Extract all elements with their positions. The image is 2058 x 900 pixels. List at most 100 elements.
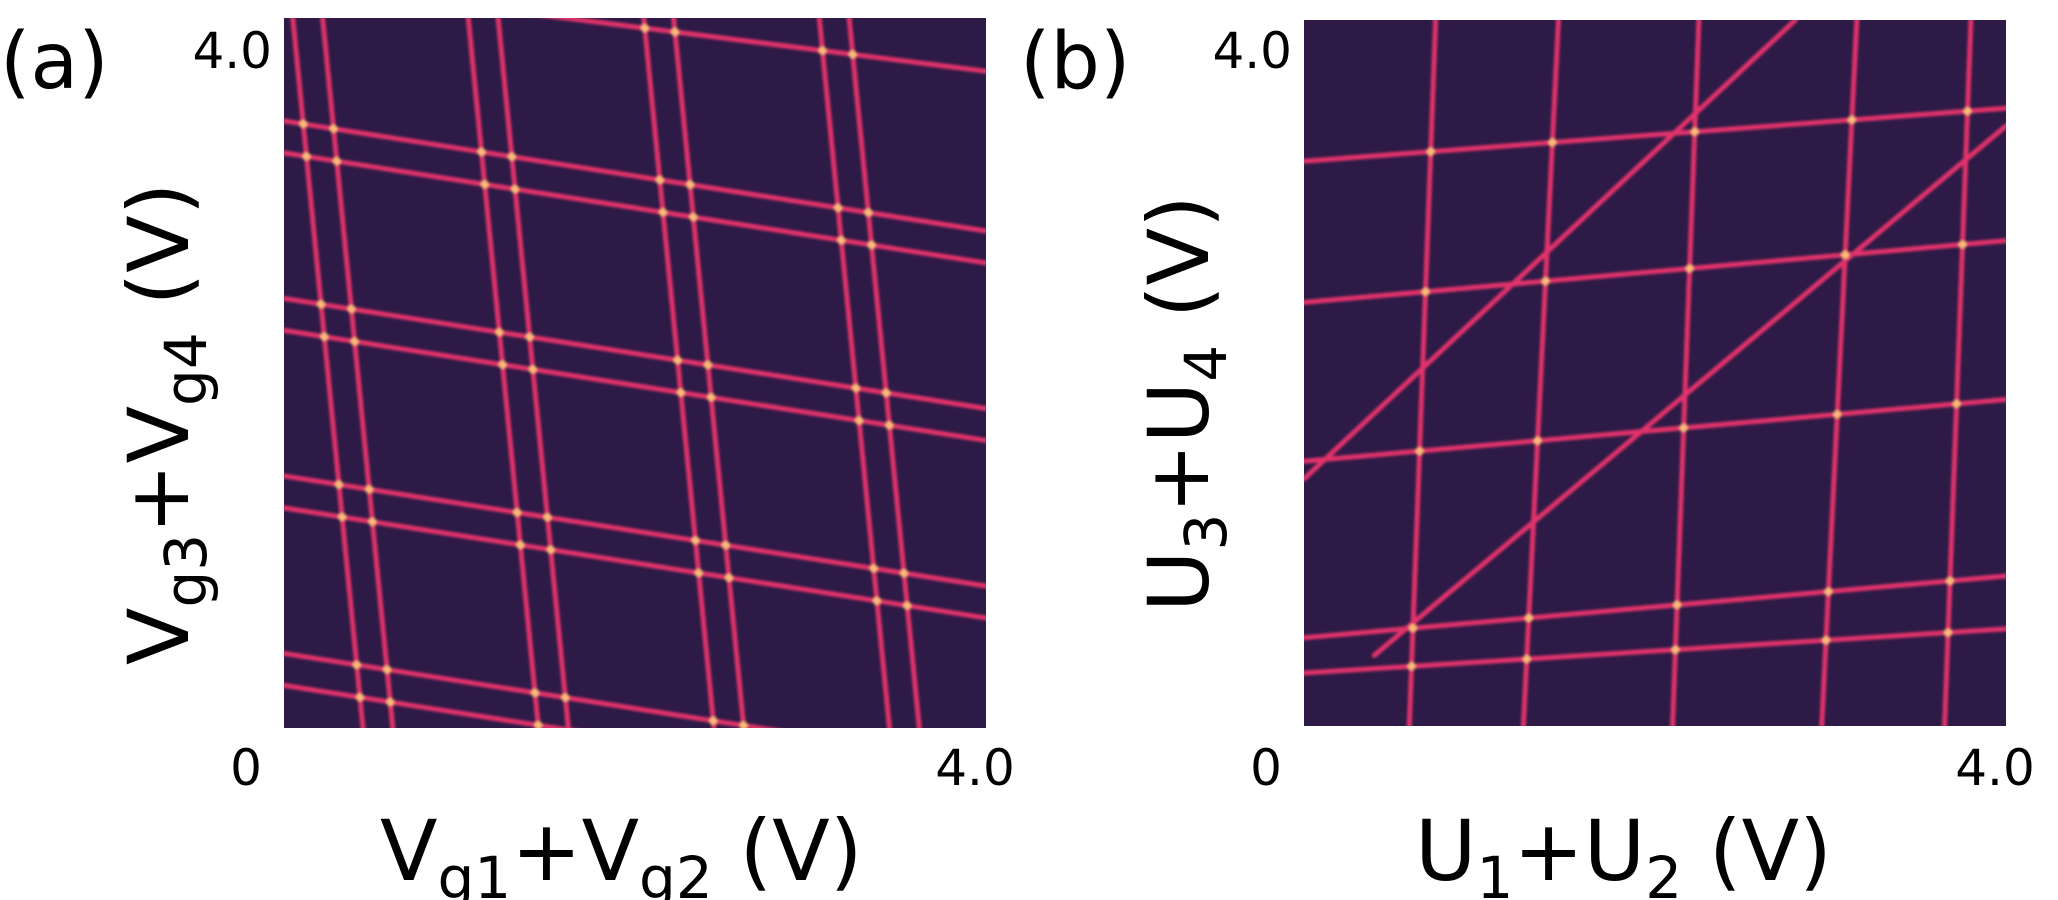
panel-a-crossing-22: [851, 384, 860, 393]
panel-a-crossing-53: [739, 721, 748, 728]
panel-b-vline-4: [1942, 20, 1974, 726]
panel-a-xlabel: Vg1+Vg2 (V): [380, 802, 862, 900]
panel-a-ylabel-mid: +V: [110, 406, 208, 534]
panel-a-crossing-20: [673, 356, 682, 365]
panel-a-crossing-42: [516, 540, 525, 549]
panel-b-ylabel-sub1: 3: [1172, 514, 1240, 551]
panel-b-crossing-12: [1679, 423, 1688, 432]
panel-b-crossing-1: [1548, 138, 1557, 147]
panel-a-crossing-33: [365, 485, 374, 494]
panel-a-crossing-52: [709, 716, 718, 725]
panel-a-ylabel-unit: (V): [110, 183, 208, 333]
panel-a-crossing-50: [530, 688, 539, 697]
panel-a-ylabel-sub1: g3: [152, 534, 220, 608]
panel-a-label: (a): [0, 17, 109, 107]
panel-a-crossing-18: [495, 328, 504, 337]
panel-b-vline-0: [1406, 20, 1439, 726]
panel-a-hline-5: [284, 505, 986, 621]
panel-a-vline-1: [320, 18, 396, 728]
panel-a-crossing-15: [867, 241, 876, 250]
panel-b-crossing-24: [1944, 628, 1953, 637]
panel-b-crossing-9: [1958, 240, 1967, 249]
panel-a-crossing-25: [350, 337, 359, 346]
panel-b-heatmap-background: [1304, 20, 2006, 726]
panel-b-crossing-23: [1821, 636, 1830, 645]
panel-a-crossing-59: [818, 46, 827, 55]
panel-b-hline-0: [1304, 105, 2006, 164]
panel-a-hline-3: [284, 327, 986, 443]
panel-b-ylabel-unit: (V): [1130, 195, 1228, 345]
panel-b-hline-3: [1304, 573, 2006, 641]
panel-a-vline-2: [465, 18, 541, 728]
panel-a-crossing-44: [694, 568, 703, 577]
panel-b-ytick-max: 4.0: [1212, 22, 1292, 80]
panel-a-crossing-8: [302, 152, 311, 161]
panel-a-crossing-41: [368, 517, 377, 526]
panel-a-crossing-14: [837, 236, 846, 245]
panel-b-crossing-19: [1945, 576, 1954, 585]
panel-a-crossing-21: [703, 360, 712, 369]
panel-a-crossing-35: [543, 513, 552, 522]
panel-a-crossing-30: [855, 416, 864, 425]
panel-a-ylabel: Vg3+Vg4 (V): [110, 183, 220, 665]
panel-b-crossing-13: [1833, 410, 1842, 419]
panel-a-hline-4: [284, 473, 986, 589]
panel-a-xlabel-mid: +V: [511, 802, 639, 900]
panel-b-crossing-17: [1673, 600, 1682, 609]
panel-a-ylabel-sub2: g4: [152, 332, 220, 406]
panel-a-xlabel-main: V: [380, 802, 437, 900]
panel-a-crossing-29: [707, 393, 716, 402]
panel-b-diag-0: [1371, 123, 2006, 658]
panel-a-crossing-1: [329, 124, 338, 133]
panel-b-crossing-7: [1685, 264, 1694, 273]
panel-a-crossing-2: [477, 147, 486, 156]
panel-b: (b) 4.0 0 4.0 U1+U2 (V) U3+U4 (V): [1020, 17, 2035, 900]
panel-b-crossing-3: [1847, 115, 1856, 124]
panel-b-crossing-2: [1690, 127, 1699, 136]
panel-a-crossing-31: [885, 421, 894, 430]
panel-b-xlabel-sub2: 2: [1645, 844, 1682, 900]
panel-a-crossing-46: [872, 596, 881, 605]
panel-a-crossing-7: [864, 208, 873, 217]
panel-a-crossing-55: [386, 698, 395, 707]
panel-a-ytick-max: 4.0: [192, 22, 272, 80]
panel-a-crossing-47: [903, 601, 912, 610]
panel-a-crossing-32: [334, 480, 343, 489]
panel-a-crossing-9: [332, 157, 341, 166]
panel-a-vline-7: [846, 18, 922, 728]
panel-b-xlabel-unit: (V): [1682, 802, 1832, 900]
panel-a-crossing-4: [655, 175, 664, 184]
panel-a-crossing-5: [686, 180, 695, 189]
panel-a-crossing-27: [528, 365, 537, 374]
panel-b-crossing-18: [1824, 587, 1833, 596]
panel-b-xlabel-sub1: 1: [1476, 844, 1513, 900]
panel-a-xlabel-unit: (V): [713, 802, 863, 900]
panel-a-crossing-23: [882, 388, 891, 397]
panel-a-crossing-3: [507, 152, 516, 161]
panel-b-crossing-10: [1415, 447, 1424, 456]
panel-b-crossing-14: [1952, 399, 1961, 408]
panel-a-crossing-54: [355, 693, 364, 702]
panel-b-crossing-6: [1541, 277, 1550, 286]
panel-b-ylabel: U3+U4 (V): [1130, 195, 1240, 612]
panel-a-crossing-49: [383, 665, 392, 674]
panel-b-label: (b): [1020, 17, 1130, 107]
panel-b-crossing-21: [1522, 655, 1531, 664]
panel-a-crossing-10: [480, 180, 489, 189]
panel-a-crossing-56: [534, 721, 543, 728]
panel-a-hline-6: [284, 650, 776, 728]
panel-a-xlabel-sub2: g2: [639, 844, 713, 900]
panel-b-xtick-min: 0: [1250, 739, 1282, 797]
panel-a-xtick-min: 0: [230, 739, 262, 797]
panel-a-vline-6: [816, 18, 892, 728]
panel-b-crossing-5: [1421, 287, 1430, 296]
panel-a-crossing-39: [899, 569, 908, 578]
panel-b-vline-1: [1520, 20, 1561, 726]
panel-b-crossing-15: [1408, 624, 1417, 633]
panel-a-crossing-58: [670, 27, 679, 36]
panel-a-crossing-38: [869, 564, 878, 573]
panel-b-crossing-20: [1407, 662, 1416, 671]
panel-a-crossing-6: [834, 203, 843, 212]
panel-a-hline-8: [544, 18, 986, 74]
panel-a-crossing-24: [320, 332, 329, 341]
